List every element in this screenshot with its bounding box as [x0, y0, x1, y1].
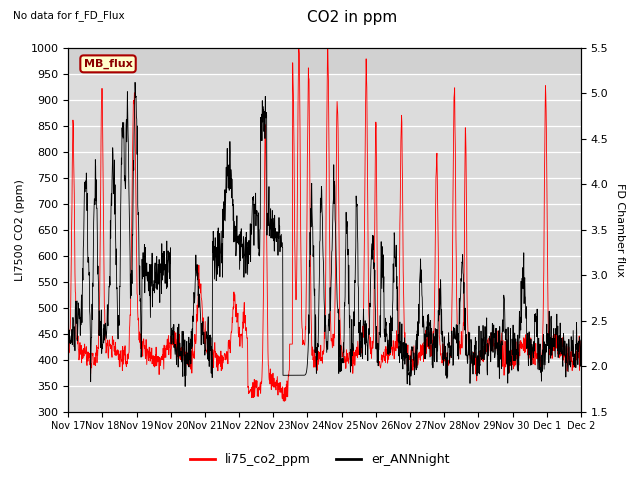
Text: CO2 in ppm: CO2 in ppm: [307, 10, 397, 24]
Text: MB_flux: MB_flux: [84, 59, 132, 69]
Legend: li75_co2_ppm, er_ANNnight: li75_co2_ppm, er_ANNnight: [186, 448, 454, 471]
Bar: [68, 48, 581, 74]
Text: No data for f_FD_Flux: No data for f_FD_Flux: [13, 10, 124, 21]
Y-axis label: LI7500 CO2 (ppm): LI7500 CO2 (ppm): [15, 179, 25, 281]
Y-axis label: FD Chamber flux: FD Chamber flux: [615, 183, 625, 276]
